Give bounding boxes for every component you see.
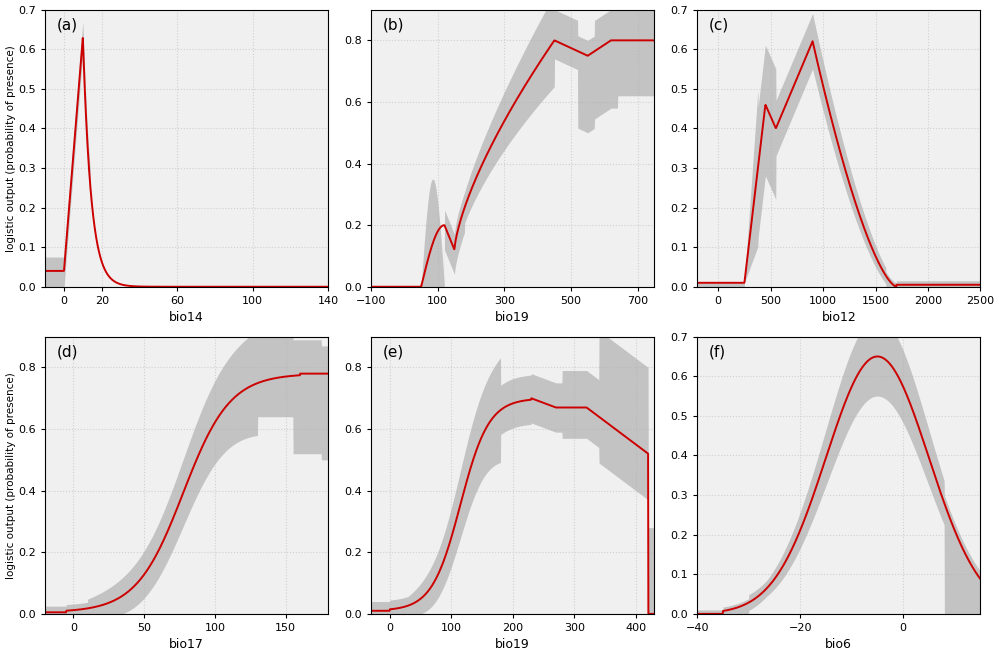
Text: (c): (c) [709,18,729,33]
Text: (b): (b) [382,18,404,33]
X-axis label: bio14: bio14 [169,311,204,325]
Text: (d): (d) [56,345,78,360]
Text: (f): (f) [709,345,726,360]
Text: (e): (e) [382,345,404,360]
Text: (a): (a) [56,18,78,33]
X-axis label: bio12: bio12 [821,311,856,325]
X-axis label: bio6: bio6 [825,639,852,652]
X-axis label: bio19: bio19 [495,311,530,325]
Y-axis label: logistic output (probability of presence): logistic output (probability of presence… [6,372,16,579]
Y-axis label: logistic output (probability of presence): logistic output (probability of presence… [6,45,16,252]
X-axis label: bio19: bio19 [495,639,530,652]
X-axis label: bio17: bio17 [169,639,204,652]
